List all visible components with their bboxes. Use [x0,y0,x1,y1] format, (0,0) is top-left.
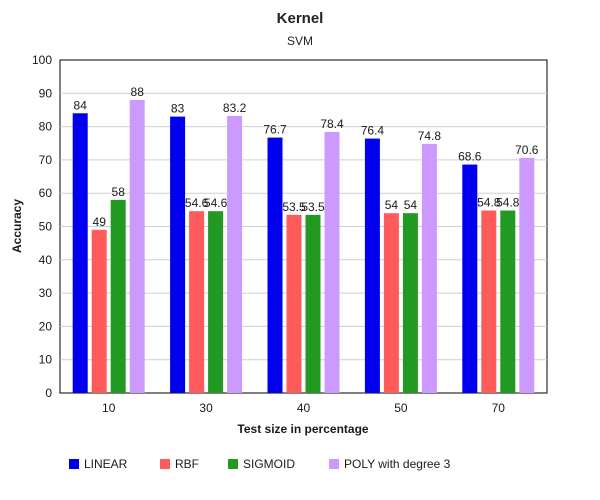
bar [91,229,107,393]
y-tick-label: 50 [39,220,53,234]
data-label: 70.6 [515,143,539,157]
bar [286,214,302,393]
bar [110,199,126,393]
axis-layer: 0 10 20 30 40 50 60 70 80 90 100 10 30 40 50 70 [32,53,505,415]
data-label: 54.6 [185,196,209,210]
bar [481,210,497,393]
chart-title: Kernel [277,10,324,27]
data-label: 83.2 [223,101,247,115]
bar [421,143,437,393]
legend-swatch [69,459,79,469]
y-tick-label: 100 [32,53,52,67]
data-labels-layer: 84 49 58 88 83 54.654.6 83.2 76.7 53.553.5 78.4 76… [74,85,539,229]
data-label: 58 [112,185,126,199]
data-label: 83 [171,102,185,116]
data-label: 54.8 [477,196,501,210]
data-label: 54 [385,198,399,212]
bar [519,157,535,393]
legend-swatch [160,459,170,469]
data-label: 76.7 [263,123,287,137]
bar [364,138,380,393]
legend-label: RBF [175,457,199,471]
y-tick-label: 20 [39,319,53,333]
data-label: 88 [131,85,145,99]
chart-subtitle: SVM [287,34,313,48]
y-tick-label: 10 [39,353,53,367]
y-tick-label: 80 [39,120,53,134]
data-label: 49 [93,215,107,229]
bar [324,131,340,394]
data-label: 68.6 [458,150,482,164]
y-tick-label: 60 [39,186,53,200]
data-label: 54 [404,198,418,212]
x-tick-label: 40 [297,401,311,415]
legend: LINEAR RBF SIGMOID POLY with degree 3 [69,457,451,471]
y-axis-label: Accuracy [10,199,24,253]
bar [170,116,186,394]
bars-layer [72,99,535,394]
x-tick-label: 10 [102,401,116,415]
bar [462,164,478,393]
bar [383,213,399,393]
legend-label: LINEAR [84,457,128,471]
bar [129,99,145,394]
bar [500,210,516,393]
legend-label: POLY with degree 3 [344,457,451,471]
y-tick-label: 40 [39,253,53,267]
data-label: 84 [74,98,88,112]
bar [402,213,418,393]
legend-swatch [228,459,238,469]
bar [305,214,321,393]
x-tick-label: 30 [199,401,213,415]
y-tick-label: 0 [45,386,52,400]
x-tick-label: 50 [394,401,408,415]
y-tick-label: 70 [39,153,53,167]
data-label: 54.6 [204,196,228,210]
x-tick-label: 70 [492,401,506,415]
y-tick-label: 90 [39,86,53,100]
legend-label: SIGMOID [243,457,295,471]
data-label: 76.4 [361,124,385,138]
bar [267,137,283,393]
data-label: 53.5 [301,200,325,214]
bar [189,211,205,393]
data-label: 78.4 [320,117,344,131]
y-tick-label: 30 [39,286,53,300]
bar [227,115,243,393]
legend-swatch [329,459,339,469]
x-axis-label: Test size in percentage [237,422,368,436]
data-label: 54.8 [496,196,520,210]
data-label: 74.8 [418,129,442,143]
bar [208,211,224,393]
bar [72,113,88,393]
data-label: 53.5 [282,200,306,214]
